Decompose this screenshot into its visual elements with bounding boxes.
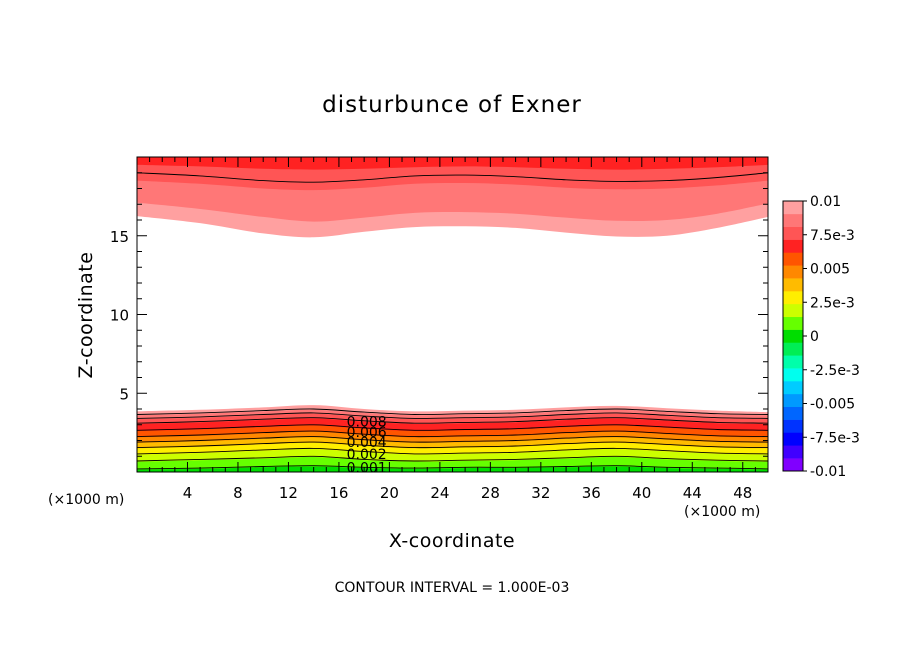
colorbar-label: -7.5e-3: [810, 430, 860, 446]
colorbar-cell: [783, 291, 803, 305]
y-tick-label: 15: [110, 228, 129, 246]
colorbar-label: 2.5e-3: [810, 295, 855, 311]
y-axis-label: Z-coordinate: [75, 252, 97, 379]
chart-title: disturbunce of Exner: [322, 92, 582, 118]
x-unit-label-left: (×1000 m): [48, 492, 124, 508]
colorbar-label: 0: [810, 329, 819, 345]
colorbar-cell: [783, 265, 803, 279]
colorbar-cell: [783, 419, 803, 433]
top-band-3: [137, 157, 768, 170]
colorbar-cell: [783, 252, 803, 266]
colorbar-cell: [783, 329, 803, 343]
x-tick-label: 48: [733, 484, 752, 502]
colorbar-cell: [783, 278, 803, 292]
contour-label-0: 0.008: [347, 415, 387, 431]
colorbar-cell: [783, 393, 803, 408]
colorbar-label: 7.5e-3: [810, 228, 855, 244]
x-tick-label: 44: [683, 484, 702, 502]
plot-area: [137, 157, 768, 472]
contour-line-bottom-8: [136, 412, 769, 419]
contour-line-bottom-3: [136, 441, 769, 449]
contour-line-bottom-4: [136, 436, 769, 443]
x-tick-label: 20: [380, 484, 399, 502]
contour-line-bottom-1: [136, 455, 769, 462]
colorbar-label: 0.005: [810, 262, 850, 278]
colorbar-cell: [783, 355, 803, 369]
x-tick-label: 12: [279, 484, 298, 502]
x-tick-label: 4: [183, 484, 193, 502]
x-tick-label: 28: [481, 484, 500, 502]
x-tick-label: 24: [430, 484, 449, 502]
colorbar-cell: [783, 432, 803, 446]
contour-line-bottom-5: [136, 430, 769, 438]
colorbar-label: -0.01: [810, 464, 846, 480]
y-tick-label: 5: [119, 385, 129, 403]
colorbar-cell: [783, 406, 803, 420]
contour-line-top: [136, 172, 769, 183]
contour-label-4: 0.001: [347, 460, 387, 476]
colorbar-cell: [783, 316, 803, 330]
colorbar-cell: [783, 239, 803, 253]
colorbar-cell: [783, 303, 803, 318]
colorbar: 0.01 7.5e-3 0.005 2.5e-3 0 -2.5e-3 -0.005 -7.5e…: [782, 194, 860, 480]
colorbar-cell: [783, 201, 803, 215]
colorbar-label: -0.005: [810, 397, 855, 413]
x-tick-label: 32: [531, 484, 550, 502]
colorbar-cell: [783, 445, 803, 459]
colorbar-cell: [783, 368, 803, 382]
colorbar-cell: [783, 458, 803, 472]
x-axis-label: X-coordinate: [389, 530, 515, 552]
contour-label-1: 0.006: [347, 425, 387, 441]
colorbar-label: 0.01: [810, 194, 841, 210]
x-tick-label: 8: [233, 484, 243, 502]
colorbar-cell: [783, 213, 803, 228]
x-tick-label: 36: [582, 484, 601, 502]
x-tick-label: 16: [329, 484, 348, 502]
colorbar-cell: [783, 342, 803, 356]
colorbar-cell: [783, 381, 803, 395]
colorbar-label: -2.5e-3: [810, 363, 860, 379]
contour-line-bottom-6: [136, 424, 769, 431]
contour-label-2: 0.004: [347, 435, 387, 451]
x-tick-label: 40: [632, 484, 651, 502]
contour-line-bottom-7: [136, 417, 769, 424]
contour-interval-note: CONTOUR INTERVAL = 1.000E-03: [335, 580, 570, 596]
contour-line-bottom-9: [136, 408, 769, 416]
colorbar-cell: [783, 226, 803, 240]
y-tick-label: 10: [110, 307, 129, 325]
contour-line-bottom-2: [136, 447, 769, 455]
contour-label-3: 0.002: [347, 447, 387, 463]
x-unit-label-right: (×1000 m): [684, 504, 760, 520]
